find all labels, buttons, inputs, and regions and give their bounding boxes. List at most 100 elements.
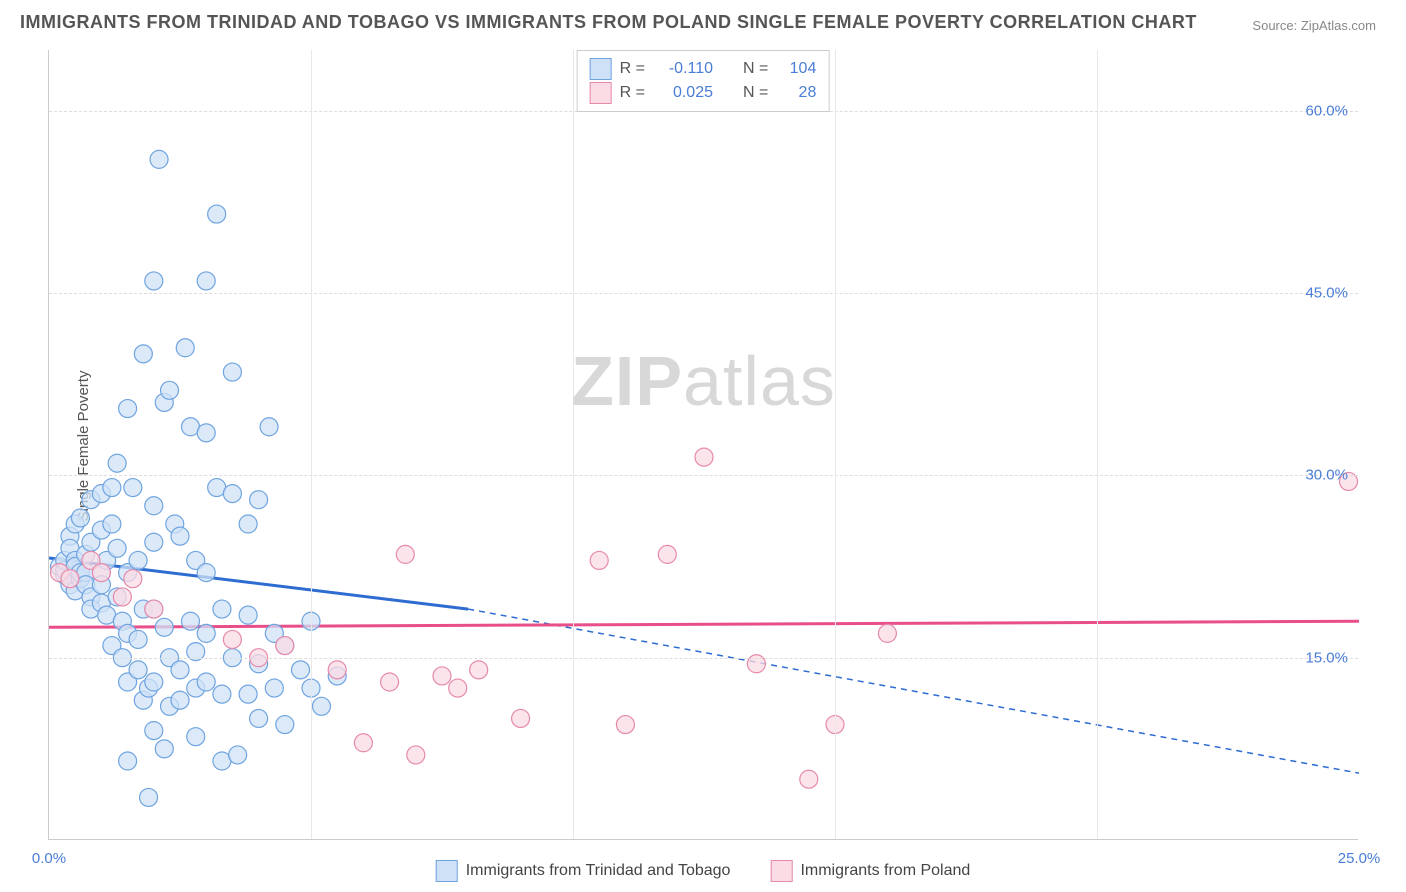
r-value-poland: 0.025 bbox=[653, 84, 713, 102]
regression-line-dashed-trinidad bbox=[468, 609, 1359, 773]
legend-row-trinidad: R =-0.110N =104 bbox=[590, 57, 817, 81]
data-point-poland bbox=[470, 661, 488, 679]
gridline-v bbox=[311, 50, 312, 839]
gridline-h bbox=[49, 293, 1358, 294]
x-tick-label: 25.0% bbox=[1338, 850, 1381, 867]
data-point-trinidad bbox=[181, 612, 199, 630]
data-point-trinidad bbox=[171, 691, 189, 709]
data-point-trinidad bbox=[71, 509, 89, 527]
data-point-trinidad bbox=[145, 533, 163, 551]
data-point-trinidad bbox=[265, 679, 283, 697]
data-point-trinidad bbox=[197, 424, 215, 442]
legend-swatch-trinidad bbox=[590, 58, 612, 80]
data-point-trinidad bbox=[155, 740, 173, 758]
data-point-trinidad bbox=[213, 600, 231, 618]
data-point-poland bbox=[328, 661, 346, 679]
data-point-trinidad bbox=[176, 339, 194, 357]
data-point-trinidad bbox=[155, 618, 173, 636]
data-point-trinidad bbox=[197, 272, 215, 290]
data-point-trinidad bbox=[119, 752, 137, 770]
legend-swatch-bottom-poland bbox=[770, 860, 792, 882]
gridline-h bbox=[49, 475, 1358, 476]
data-point-trinidad bbox=[103, 515, 121, 533]
data-point-trinidad bbox=[108, 454, 126, 472]
data-point-trinidad bbox=[187, 728, 205, 746]
data-point-poland bbox=[396, 545, 414, 563]
y-tick-label: 30.0% bbox=[1305, 467, 1348, 484]
data-point-trinidad bbox=[223, 485, 241, 503]
data-point-poland bbox=[878, 624, 896, 642]
data-point-trinidad bbox=[239, 515, 257, 533]
data-point-trinidad bbox=[124, 479, 142, 497]
data-point-trinidad bbox=[171, 527, 189, 545]
legend-swatch-poland bbox=[590, 82, 612, 104]
legend-label-poland: Immigrants from Poland bbox=[800, 862, 970, 880]
data-point-poland bbox=[124, 570, 142, 588]
data-point-poland bbox=[658, 545, 676, 563]
data-point-poland bbox=[113, 588, 131, 606]
data-point-trinidad bbox=[119, 400, 137, 418]
chart-title: IMMIGRANTS FROM TRINIDAD AND TOBAGO VS I… bbox=[20, 12, 1197, 33]
source-link[interactable]: ZipAtlas.com bbox=[1301, 18, 1376, 33]
data-point-trinidad bbox=[161, 381, 179, 399]
data-point-trinidad bbox=[208, 205, 226, 223]
legend-swatch-bottom-trinidad bbox=[436, 860, 458, 882]
legend-row-poland: R =0.025N =28 bbox=[590, 81, 817, 105]
data-point-trinidad bbox=[312, 697, 330, 715]
data-point-trinidad bbox=[250, 709, 268, 727]
gridline-v bbox=[573, 50, 574, 839]
legend-correlation-box: R =-0.110N =104R =0.025N =28 bbox=[577, 50, 830, 112]
gridline-h bbox=[49, 658, 1358, 659]
gridline-v bbox=[1097, 50, 1098, 839]
data-point-poland bbox=[695, 448, 713, 466]
legend-item-poland: Immigrants from Poland bbox=[770, 860, 970, 882]
data-point-trinidad bbox=[213, 685, 231, 703]
y-tick-label: 60.0% bbox=[1305, 102, 1348, 119]
data-point-trinidad bbox=[129, 661, 147, 679]
data-point-trinidad bbox=[239, 606, 257, 624]
gridline-v bbox=[835, 50, 836, 839]
data-point-poland bbox=[92, 564, 110, 582]
data-point-poland bbox=[512, 709, 530, 727]
data-point-trinidad bbox=[129, 551, 147, 569]
data-point-poland bbox=[407, 746, 425, 764]
data-point-trinidad bbox=[150, 150, 168, 168]
data-point-trinidad bbox=[103, 479, 121, 497]
data-point-poland bbox=[61, 570, 79, 588]
data-point-poland bbox=[145, 600, 163, 618]
y-tick-label: 45.0% bbox=[1305, 285, 1348, 302]
data-point-trinidad bbox=[223, 363, 241, 381]
data-point-trinidad bbox=[140, 788, 158, 806]
data-point-trinidad bbox=[229, 746, 247, 764]
data-point-trinidad bbox=[292, 661, 310, 679]
data-point-poland bbox=[433, 667, 451, 685]
data-point-trinidad bbox=[145, 722, 163, 740]
data-point-poland bbox=[616, 716, 634, 734]
source-attribution: Source: ZipAtlas.com bbox=[1252, 18, 1376, 33]
data-point-trinidad bbox=[250, 491, 268, 509]
data-point-poland bbox=[590, 551, 608, 569]
n-value-trinidad: 104 bbox=[776, 60, 816, 78]
data-point-poland bbox=[276, 637, 294, 655]
data-point-trinidad bbox=[197, 673, 215, 691]
data-point-trinidad bbox=[145, 272, 163, 290]
data-point-poland bbox=[223, 630, 241, 648]
data-point-trinidad bbox=[197, 624, 215, 642]
r-value-trinidad: -0.110 bbox=[653, 60, 713, 78]
scatter-svg bbox=[49, 50, 1359, 840]
n-value-poland: 28 bbox=[776, 84, 816, 102]
legend-label-trinidad: Immigrants from Trinidad and Tobago bbox=[466, 862, 731, 880]
data-point-trinidad bbox=[134, 345, 152, 363]
data-point-trinidad bbox=[145, 497, 163, 515]
data-point-trinidad bbox=[108, 539, 126, 557]
legend-item-trinidad: Immigrants from Trinidad and Tobago bbox=[436, 860, 731, 882]
x-tick-label: 0.0% bbox=[32, 850, 66, 867]
data-point-trinidad bbox=[276, 716, 294, 734]
data-point-poland bbox=[381, 673, 399, 691]
y-tick-label: 15.0% bbox=[1305, 649, 1348, 666]
data-point-trinidad bbox=[129, 630, 147, 648]
data-point-poland bbox=[354, 734, 372, 752]
data-point-trinidad bbox=[145, 673, 163, 691]
plot-area: ZIPatlas 15.0%30.0%45.0%60.0%0.0%25.0% bbox=[48, 50, 1358, 840]
data-point-trinidad bbox=[260, 418, 278, 436]
